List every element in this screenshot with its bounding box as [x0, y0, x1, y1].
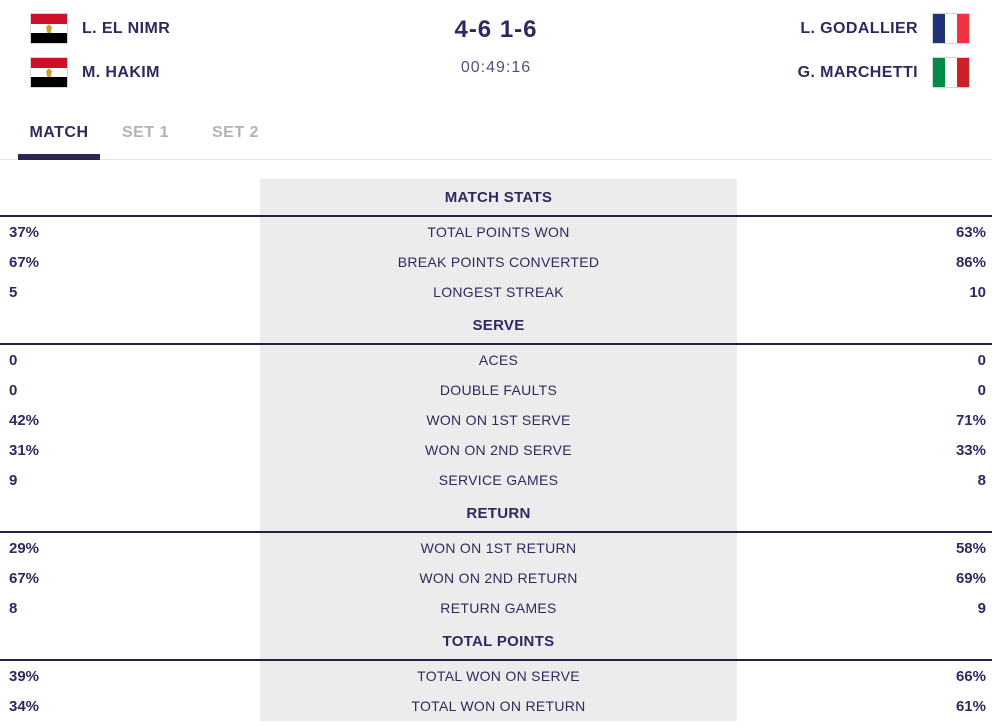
stat-row: 31% WON ON 2ND SERVE 33% [0, 435, 992, 465]
egypt-eagle-emblem [46, 24, 52, 33]
stat-value-right: 86% [955, 253, 986, 271]
stat-value-right: 0 [977, 351, 986, 369]
match-duration: 00:49:16 [460, 59, 532, 76]
stat-label: WON ON 1ST SERVE [260, 405, 737, 435]
stat-label: DOUBLE FAULTS [260, 375, 737, 405]
stat-value-left: 0 [9, 381, 18, 399]
match-score: 4-6 1-6 [454, 16, 538, 43]
stat-value-right: 8 [977, 471, 986, 489]
player-name: G. MARCHETTI [797, 63, 918, 81]
stat-value-left: 42% [9, 411, 40, 429]
section-header-row: MATCH STATS [0, 179, 992, 217]
stat-label: TOTAL WON ON RETURN [260, 691, 737, 721]
stat-value-left: 8 [9, 599, 18, 617]
stat-row: 5 LONGEST STREAK 10 [0, 277, 992, 307]
player-row-godallier: L. GODALLIER [800, 13, 970, 44]
stat-label: TOTAL WON ON SERVE [260, 661, 737, 691]
stat-row: 39% TOTAL WON ON SERVE 66% [0, 661, 992, 691]
stat-label: SERVICE GAMES [260, 465, 737, 495]
stat-value-right: 71% [955, 411, 986, 429]
section-title: TOTAL POINTS [260, 623, 737, 659]
stat-value-left: 9 [9, 471, 18, 489]
stat-row: 0 ACES 0 [0, 345, 992, 375]
stat-value-right: 9 [977, 599, 986, 617]
stat-value-right: 0 [977, 381, 986, 399]
stat-label: WON ON 2ND RETURN [260, 563, 737, 593]
flag-egypt-icon [30, 57, 68, 88]
stat-value-right: 66% [955, 667, 986, 685]
stat-value-left: 5 [9, 283, 18, 301]
stats-tab-bar: MATCH SET 1 SET 2 [0, 118, 992, 160]
stat-label: RETURN GAMES [260, 593, 737, 623]
stat-row: 37% TOTAL POINTS WON 63% [0, 217, 992, 247]
stat-value-left: 39% [9, 667, 40, 685]
score-block: 4-6 1-6 00:49:16 [0, 16, 992, 77]
stat-row: 42% WON ON 1ST SERVE 71% [0, 405, 992, 435]
player-row-marchetti: G. MARCHETTI [798, 57, 970, 88]
stat-value-left: 67% [9, 253, 40, 271]
section-header-row: TOTAL POINTS [0, 623, 992, 661]
stat-value-right: 63% [955, 223, 986, 241]
stat-row: 34% TOTAL WON ON RETURN 61% [0, 691, 992, 721]
stat-row: 67% WON ON 2ND RETURN 69% [0, 563, 992, 593]
section-header-row: SERVE [0, 307, 992, 345]
player-name: L. EL NIMR [82, 19, 171, 37]
egypt-eagle-emblem [46, 68, 52, 77]
stat-value-left: 67% [9, 569, 40, 587]
player-name: L. GODALLIER [800, 19, 918, 37]
stat-value-left: 0 [9, 351, 18, 369]
team-right: L. GODALLIER G. MARCHETTI [798, 13, 970, 101]
flag-italy-icon [932, 57, 970, 88]
stat-label: WON ON 1ST RETURN [260, 533, 737, 563]
stats-table: MATCH STATS 37% TOTAL POINTS WON 63% 67%… [0, 179, 992, 721]
tab-set-1[interactable]: SET 1 [122, 124, 169, 141]
stat-value-right: 69% [955, 569, 986, 587]
flag-france-icon [932, 13, 970, 44]
tab-set-2[interactable]: SET 2 [211, 124, 259, 141]
stat-value-right: 61% [955, 697, 986, 715]
stat-row: 67% BREAK POINTS CONVERTED 86% [0, 247, 992, 277]
stat-label: TOTAL POINTS WON [260, 217, 737, 247]
stat-row: 29% WON ON 1ST RETURN 58% [0, 533, 992, 563]
stat-label: ACES [260, 345, 737, 375]
stat-label: WON ON 2ND SERVE [260, 435, 737, 465]
section-header-row: RETURN [0, 495, 992, 533]
stat-value-left: 31% [9, 441, 40, 459]
stat-row: 9 SERVICE GAMES 8 [0, 465, 992, 495]
flag-egypt-icon [30, 13, 68, 44]
section-title: MATCH STATS [260, 179, 737, 215]
team-left: L. EL NIMR M. HAKIM [30, 13, 170, 101]
player-name: M. HAKIM [82, 63, 160, 81]
scoreboard-header: L. EL NIMR M. HAKIM 4-6 1-6 00:49:16 L. … [0, 0, 992, 108]
section-title: RETURN [260, 495, 737, 531]
player-row-el-nimr: L. EL NIMR [30, 13, 170, 44]
stat-row: 0 DOUBLE FAULTS 0 [0, 375, 992, 405]
stat-value-left: 29% [9, 539, 40, 557]
stat-label: BREAK POINTS CONVERTED [260, 247, 737, 277]
tab-match[interactable]: MATCH [18, 118, 100, 160]
stat-row: 8 RETURN GAMES 9 [0, 593, 992, 623]
stat-label: LONGEST STREAK [260, 277, 737, 307]
player-row-hakim: M. HAKIM [30, 57, 170, 88]
stat-value-right: 58% [955, 539, 986, 557]
stat-value-right: 10 [969, 283, 986, 301]
section-title: SERVE [260, 307, 737, 343]
stat-value-left: 34% [9, 697, 40, 715]
stat-value-right: 33% [955, 441, 986, 459]
stat-value-left: 37% [9, 223, 40, 241]
